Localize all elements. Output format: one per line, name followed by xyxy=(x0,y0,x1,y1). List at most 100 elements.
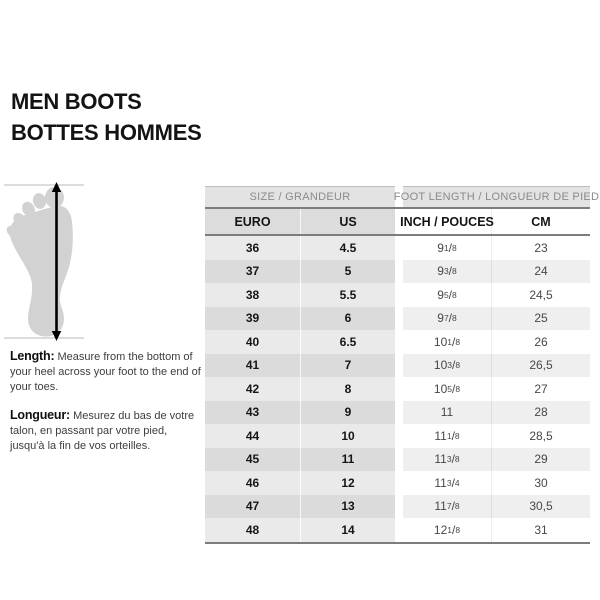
page-title: MEN BOOTS BOTTES HOMMES xyxy=(11,86,202,148)
group-header-row: SIZE / GRANDEUR FOOT LENGTH / LONGUEUR D… xyxy=(205,186,599,207)
foot-silhouette xyxy=(6,187,73,337)
size-row: 40 6.5 10 1/8 26 xyxy=(205,330,590,354)
column-gap xyxy=(395,447,403,471)
euro-size-cell: 45 xyxy=(205,447,301,471)
size-row: 45 11 11 3/8 29 xyxy=(205,447,590,471)
inch-length-cell: 9 1/8 xyxy=(403,236,491,260)
inch-length-cell: 12 1/8 xyxy=(403,518,491,542)
size-row: 46 12 11 3/4 30 xyxy=(205,471,590,495)
page-title-line-fr: BOTTES HOMMES xyxy=(11,120,202,145)
inch-length-cell: 10 3/8 xyxy=(403,353,491,377)
measure-arrow xyxy=(51,182,62,341)
euro-size-cell: 43 xyxy=(205,400,301,424)
cm-length-cell: 26 xyxy=(491,330,590,354)
column-gap xyxy=(395,236,403,260)
us-size-cell: 5.5 xyxy=(301,283,395,307)
cm-length-cell: 26,5 xyxy=(491,353,590,377)
us-size-cell: 4.5 xyxy=(301,236,395,260)
column-gap xyxy=(395,377,403,401)
cm-length-cell: 31 xyxy=(491,518,590,542)
euro-size-cell: 41 xyxy=(205,353,301,377)
size-chart-table: SIZE / GRANDEUR FOOT LENGTH / LONGUEUR D… xyxy=(205,186,599,544)
size-row: 36 4.5 9 1/8 23 xyxy=(205,236,590,260)
cm-length-cell: 29 xyxy=(491,447,590,471)
column-header-us: US xyxy=(301,209,395,234)
us-size-cell: 10 xyxy=(301,424,395,448)
inch-length-cell: 9 7/8 xyxy=(403,306,491,330)
cm-length-cell: 27 xyxy=(491,377,590,401)
euro-size-cell: 36 xyxy=(205,236,301,260)
size-chart-body: 36 4.5 9 1/8 23 37 5 9 3/8 24 38 5.5 9 5/8 24,5 39 6 9… xyxy=(205,236,590,542)
column-gap xyxy=(395,283,403,307)
inch-length-cell: 9 5/8 xyxy=(403,283,491,307)
column-gap xyxy=(395,471,403,495)
us-size-cell: 12 xyxy=(301,471,395,495)
us-size-cell: 6 xyxy=(301,306,395,330)
euro-size-cell: 39 xyxy=(205,306,301,330)
size-row: 41 7 10 3/8 26,5 xyxy=(205,353,590,377)
group-header-foot-length: FOOT LENGTH / LONGUEUR DE PIED xyxy=(394,186,599,207)
inch-length-cell: 11 3/4 xyxy=(403,471,491,495)
foot-measure-illustration xyxy=(0,178,95,346)
column-header-euro: EURO xyxy=(205,209,301,234)
column-gap xyxy=(395,518,403,542)
euro-size-cell: 37 xyxy=(205,259,301,283)
column-gap xyxy=(395,259,403,283)
cm-length-cell: 28 xyxy=(491,400,590,424)
inch-length-cell: 11 3/8 xyxy=(403,447,491,471)
column-gap xyxy=(395,306,403,330)
size-row: 44 10 11 1/8 28,5 xyxy=(205,424,590,448)
inch-length-cell: 11 xyxy=(403,400,491,424)
euro-size-cell: 47 xyxy=(205,494,301,518)
column-gap xyxy=(395,209,403,234)
column-gap xyxy=(395,400,403,424)
instruction-fr-label: Longueur: xyxy=(10,408,70,422)
column-header-row: EURO US INCH / POUCES CM xyxy=(205,209,590,234)
instruction-en-text: Measure from the bottom of your heel acr… xyxy=(10,351,201,393)
euro-size-cell: 48 xyxy=(205,518,301,542)
cm-length-cell: 28,5 xyxy=(491,424,590,448)
column-gap xyxy=(395,494,403,518)
us-size-cell: 13 xyxy=(301,494,395,518)
us-size-cell: 7 xyxy=(301,353,395,377)
divider xyxy=(205,234,590,236)
column-header-inch: INCH / POUCES xyxy=(400,214,494,229)
euro-size-cell: 38 xyxy=(205,283,301,307)
page-title-line-en: MEN BOOTS xyxy=(11,89,142,114)
size-row: 39 6 9 7/8 25 xyxy=(205,306,590,330)
size-row: 43 9 11 28 xyxy=(205,400,590,424)
euro-size-cell: 44 xyxy=(205,424,301,448)
inch-length-cell: 11 1/8 xyxy=(403,424,491,448)
cm-length-cell: 30 xyxy=(491,471,590,495)
cm-length-cell: 24 xyxy=(491,259,590,283)
cm-length-cell: 24,5 xyxy=(491,283,590,307)
inch-length-cell: 10 5/8 xyxy=(403,377,491,401)
us-size-cell: 14 xyxy=(301,518,395,542)
inch-length-cell: 10 1/8 xyxy=(403,330,491,354)
divider xyxy=(205,207,590,209)
us-size-cell: 6.5 xyxy=(301,330,395,354)
column-gap xyxy=(395,353,403,377)
measuring-instructions: Length: Measure from the bottom of your … xyxy=(10,349,204,454)
instruction-en-label: Length: xyxy=(10,349,55,363)
cm-length-cell: 23 xyxy=(491,236,590,260)
instruction-en: Length: Measure from the bottom of your … xyxy=(10,349,204,395)
us-size-cell: 11 xyxy=(301,447,395,471)
instruction-fr-text: Mesurez du bas de votre talon, en passan… xyxy=(10,410,195,452)
us-size-cell: 9 xyxy=(301,400,395,424)
size-row: 48 14 12 1/8 31 xyxy=(205,518,590,542)
column-header-cm: CM xyxy=(491,209,590,234)
euro-size-cell: 42 xyxy=(205,377,301,401)
column-gap xyxy=(395,330,403,354)
divider xyxy=(205,541,590,544)
cm-length-cell: 25 xyxy=(491,306,590,330)
size-row: 37 5 9 3/8 24 xyxy=(205,259,590,283)
us-size-cell: 8 xyxy=(301,377,395,401)
size-row: 42 8 10 5/8 27 xyxy=(205,377,590,401)
us-size-cell: 5 xyxy=(301,259,395,283)
inch-length-cell: 9 3/8 xyxy=(403,259,491,283)
cm-length-cell: 30,5 xyxy=(491,494,590,518)
column-gap xyxy=(395,186,403,207)
size-row: 47 13 11 7/8 30,5 xyxy=(205,494,590,518)
instruction-fr: Longueur: Mesurez du bas de votre talon,… xyxy=(10,408,204,454)
